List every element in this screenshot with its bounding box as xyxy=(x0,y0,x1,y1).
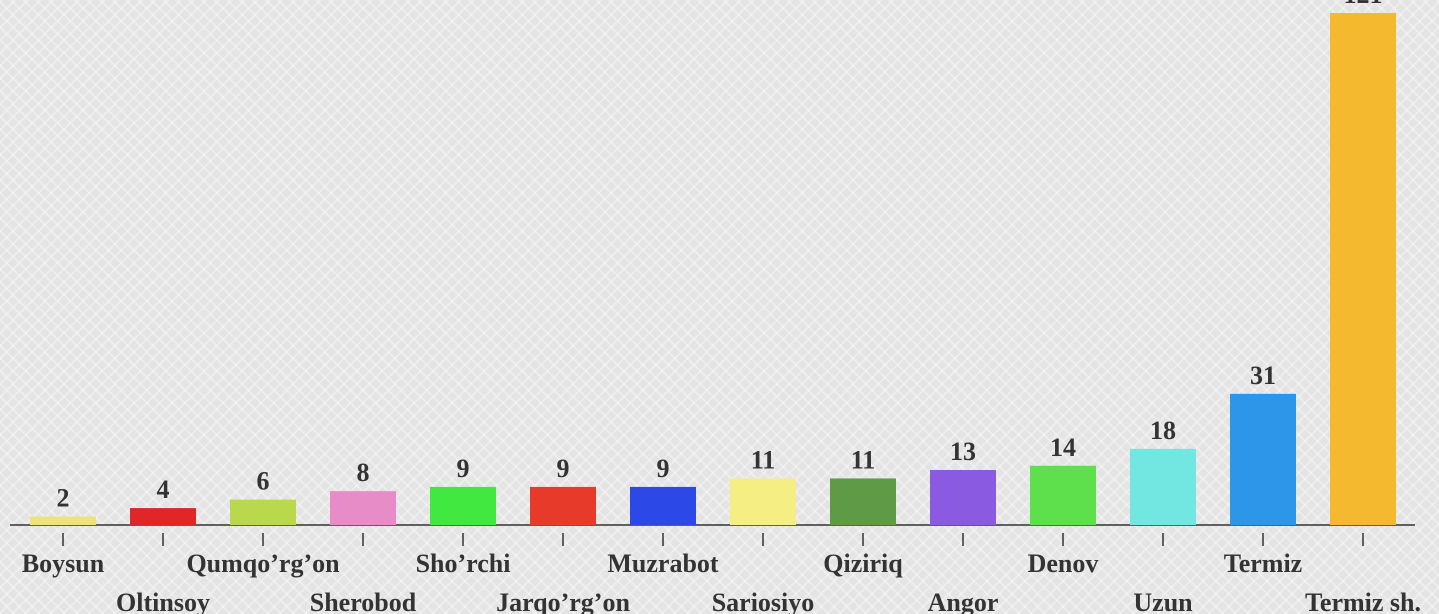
bar xyxy=(130,508,196,525)
bar xyxy=(730,478,796,525)
x-tick-label: Qiziriq xyxy=(823,549,903,578)
value-label: 31 xyxy=(1250,361,1276,390)
bar xyxy=(230,499,296,525)
x-tick-label: Qumqo’rg’on xyxy=(186,549,340,578)
x-tick-label: Termiz xyxy=(1224,549,1302,578)
bar xyxy=(430,486,496,525)
bar xyxy=(1230,393,1296,525)
value-label: 13 xyxy=(950,437,976,466)
bar xyxy=(530,486,596,525)
x-tick-label: Denov xyxy=(1028,549,1099,578)
bar xyxy=(1130,448,1196,525)
value-label: 6 xyxy=(257,467,270,496)
x-tick-label: Sho’rchi xyxy=(416,549,511,578)
value-label: 11 xyxy=(751,445,776,474)
value-label: 14 xyxy=(1050,433,1076,462)
x-tick-label: Boysun xyxy=(22,549,105,578)
bar xyxy=(1330,13,1396,525)
x-tick-label: Sariosiyo xyxy=(712,588,815,614)
value-label: 8 xyxy=(357,458,370,487)
value-label: 11 xyxy=(851,445,876,474)
x-tick-label: Uzun xyxy=(1133,588,1193,614)
value-label: 18 xyxy=(1150,416,1176,445)
bar xyxy=(30,516,96,525)
x-tick-label: Termiz sh. xyxy=(1305,588,1421,614)
bar xyxy=(1030,465,1096,525)
bar xyxy=(830,478,896,525)
x-tick-label: Jarqo’rg’on xyxy=(496,588,630,614)
value-label: 9 xyxy=(457,454,470,483)
value-label: 2 xyxy=(57,484,70,513)
bar xyxy=(930,469,996,525)
x-tick-label: Muzrabot xyxy=(607,549,719,578)
bar xyxy=(330,491,396,525)
value-label: 121 xyxy=(1344,0,1383,9)
value-label: 4 xyxy=(157,475,170,504)
x-tick-label: Sherobod xyxy=(310,588,417,614)
x-tick-label: Oltinsoy xyxy=(116,588,210,614)
bar xyxy=(630,486,696,525)
value-label: 9 xyxy=(657,454,670,483)
value-label: 9 xyxy=(557,454,570,483)
x-tick-label: Angor xyxy=(928,588,999,614)
